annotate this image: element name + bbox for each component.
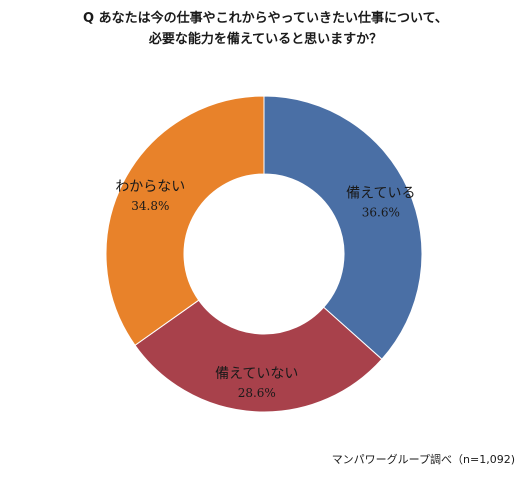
donut-labels: 備えている 36.6% 備えていない 28.6% わからない 34.8% [115, 179, 415, 400]
slice-value-2: 34.8% [131, 199, 169, 213]
slice-label-0: 備えている [346, 186, 415, 202]
slice-wakaranai [105, 95, 265, 346]
slice-sonaeteiru [263, 95, 423, 360]
donut-slices [105, 95, 423, 413]
slice-value-1: 28.6% [238, 386, 276, 400]
slice-label-2: わからない [115, 179, 185, 195]
slice-label-1: 備えていない [215, 366, 298, 382]
source-note: マンパワーグループ調べ（n=1,092) [331, 453, 515, 466]
chart-title-line-2: 必要な能力を備えていると思いますか？ [148, 32, 383, 47]
chart-title-line-1: Q あなたは今の仕事やこれからやっていきたい仕事について、 [83, 11, 448, 26]
slice-value-0: 36.6% [362, 206, 400, 220]
slice-sonaeteinai [134, 299, 383, 413]
chart-title: Q あなたは今の仕事やこれからやっていきたい仕事について、 必要な能力を備えてい… [0, 8, 531, 50]
